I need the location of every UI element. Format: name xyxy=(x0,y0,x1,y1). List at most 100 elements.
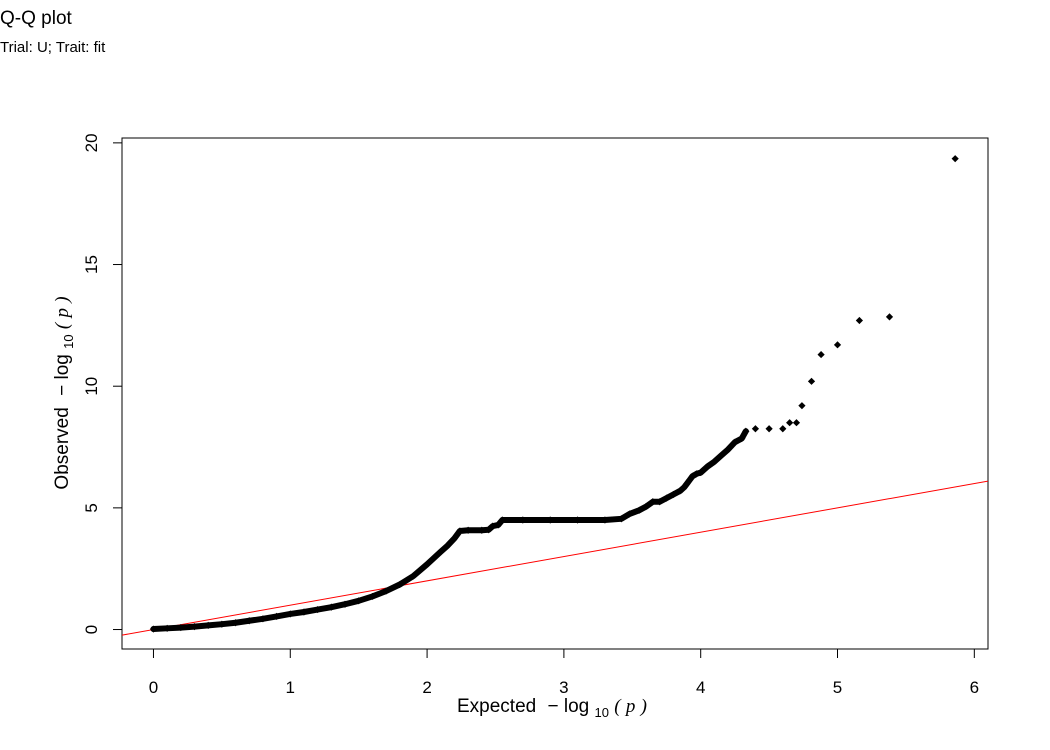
data-point xyxy=(798,402,806,410)
x-axis-title-prefix: Expected xyxy=(457,696,536,717)
data-point xyxy=(149,625,158,633)
data-point xyxy=(717,451,725,460)
data-point xyxy=(546,516,554,524)
y-axis-title-prefix: Observed xyxy=(52,407,73,489)
data-point xyxy=(786,419,794,427)
data-point xyxy=(489,522,497,530)
data-point xyxy=(464,526,472,534)
data-point xyxy=(573,516,582,524)
points-layer xyxy=(149,155,959,633)
y-axis-title-base: 10 xyxy=(61,334,76,348)
data-point xyxy=(742,427,750,435)
y-tick-label: 0 xyxy=(82,625,101,634)
data-point xyxy=(601,516,609,524)
y-tick-label: 5 xyxy=(82,503,101,512)
data-point xyxy=(423,560,431,568)
data-point xyxy=(259,615,267,623)
data-point xyxy=(855,316,863,325)
data-point xyxy=(617,515,625,523)
x-tick-label: 6 xyxy=(970,678,979,697)
data-point xyxy=(686,476,694,484)
x-axis-title: Expected − log 10 ( p ) xyxy=(457,696,647,722)
dense-point-cluster xyxy=(150,428,749,633)
chart-title: Q-Q plot xyxy=(0,8,72,29)
data-point xyxy=(792,419,801,427)
x-axis-title-close: ) xyxy=(640,696,647,717)
data-point xyxy=(710,458,718,466)
x-axis: 0 1 2 3 4 5 6 xyxy=(149,648,979,697)
reference-line xyxy=(122,480,988,636)
data-point xyxy=(625,510,634,518)
data-point xyxy=(314,605,322,614)
x-axis-title-open: ( xyxy=(614,696,622,717)
y-axis-title-minus: − xyxy=(52,385,73,396)
y-axis: 0 5 10 15 20 xyxy=(82,133,123,634)
data-point xyxy=(676,487,684,495)
y-axis-title-p: p xyxy=(52,308,73,320)
data-point xyxy=(817,350,825,359)
y-axis-title-open: ( xyxy=(52,321,73,329)
x-tick-label: 4 xyxy=(696,678,705,697)
x-tick-label: 1 xyxy=(286,678,295,697)
data-point xyxy=(751,425,760,433)
data-point xyxy=(286,610,294,618)
x-tick-label: 5 xyxy=(833,678,842,697)
y-axis-title: Observed − log 10 ( p ) xyxy=(52,296,78,489)
data-point xyxy=(731,438,739,446)
data-point xyxy=(738,434,746,443)
data-point xyxy=(204,621,212,629)
data-point xyxy=(327,603,335,611)
data-point xyxy=(177,623,185,632)
data-point xyxy=(300,608,308,616)
data-point xyxy=(382,587,390,595)
y-axis-title-close: ) xyxy=(52,296,73,303)
data-point xyxy=(703,462,712,471)
data-point xyxy=(649,498,657,506)
x-axis-title-p: p xyxy=(624,696,636,717)
data-point xyxy=(437,548,445,556)
data-point xyxy=(683,479,691,488)
data-point xyxy=(697,468,705,477)
data-point xyxy=(494,521,502,529)
data-point xyxy=(444,541,452,550)
data-point xyxy=(724,445,732,454)
data-point xyxy=(231,619,240,627)
data-point xyxy=(218,620,226,628)
x-axis-title-minus: − xyxy=(548,696,559,717)
data-point xyxy=(642,503,650,511)
data-point xyxy=(885,313,894,321)
data-point xyxy=(163,624,171,632)
data-point xyxy=(341,600,349,608)
x-tick-label: 0 xyxy=(149,678,158,697)
data-point xyxy=(245,617,253,625)
data-point xyxy=(519,516,527,524)
plot-frame xyxy=(121,137,989,650)
data-point xyxy=(272,612,281,620)
data-point xyxy=(190,623,199,631)
data-point xyxy=(396,580,404,589)
y-axis-title-log: log xyxy=(52,354,73,379)
data-point xyxy=(368,592,376,601)
data-point xyxy=(656,498,664,506)
chart-subtitle: Trial: U; Trait: fit xyxy=(0,39,106,56)
data-point xyxy=(635,506,643,514)
x-tick-label: 3 xyxy=(559,678,568,697)
data-point xyxy=(779,425,787,433)
data-point xyxy=(450,534,459,542)
data-point xyxy=(456,527,464,535)
data-point xyxy=(951,155,959,163)
y-tick-label: 10 xyxy=(82,377,101,396)
x-axis-title-base: 10 xyxy=(595,705,609,720)
data-point xyxy=(498,516,506,524)
data-point xyxy=(765,425,773,433)
x-axis-title-log: log xyxy=(564,696,589,717)
data-point xyxy=(485,526,493,534)
y-tick-label: 20 xyxy=(82,133,101,152)
data-point xyxy=(833,341,842,349)
data-point xyxy=(478,526,486,534)
data-point xyxy=(807,377,816,385)
data-point xyxy=(669,490,677,499)
data-point xyxy=(355,597,363,605)
data-point xyxy=(662,494,671,502)
